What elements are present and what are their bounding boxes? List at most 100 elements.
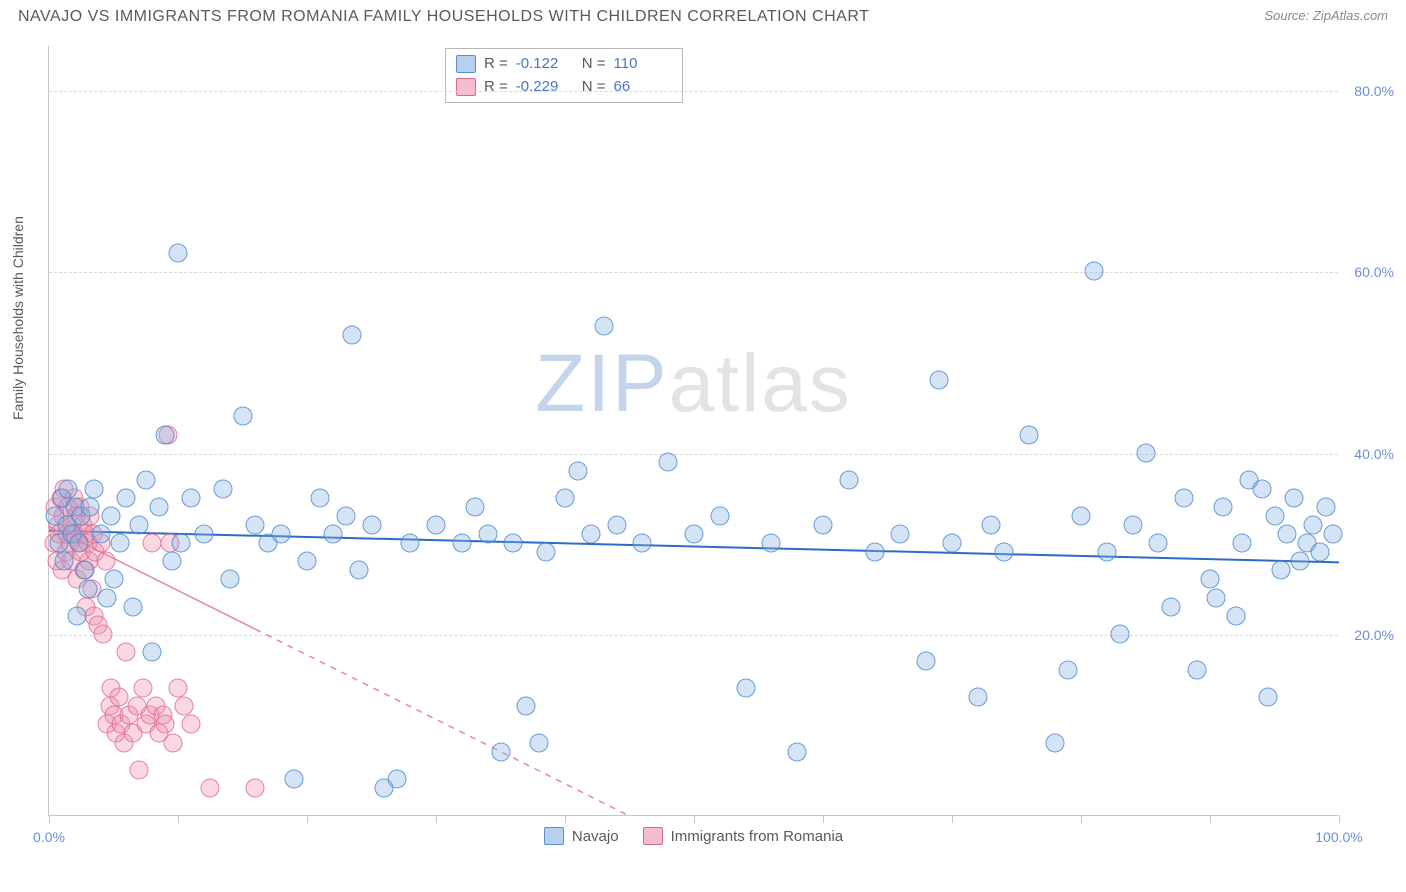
scatter-point-blue [517, 697, 536, 716]
r-value-blue: -0.122 [516, 53, 574, 76]
n-value-pink: 66 [614, 76, 672, 99]
scatter-point-blue [136, 470, 155, 489]
scatter-point-blue [1323, 525, 1342, 544]
x-tick [1081, 815, 1082, 823]
scatter-point-blue [685, 525, 704, 544]
scatter-point-blue [594, 316, 613, 335]
gridline [49, 91, 1338, 92]
scatter-point-blue [85, 479, 104, 498]
legend-item-pink: Immigrants from Romania [643, 827, 844, 845]
scatter-point-blue [78, 579, 97, 598]
scatter-point-blue [298, 552, 317, 571]
watermark-right: atlas [669, 338, 852, 429]
chart-container: Family Households with Children ZIPatlas… [0, 40, 1406, 892]
scatter-point-blue [981, 516, 1000, 535]
scatter-point-blue [220, 570, 239, 589]
scatter-point-pink [117, 642, 136, 661]
swatch-blue-icon [544, 827, 564, 845]
watermark-left: ZIP [535, 338, 669, 429]
x-tick-label: 0.0% [33, 829, 65, 845]
scatter-point-blue [1072, 507, 1091, 526]
gridline [49, 272, 1338, 273]
scatter-point-blue [1291, 552, 1310, 571]
trend-lines [49, 46, 1339, 816]
scatter-point-blue [1317, 498, 1336, 517]
scatter-point-blue [388, 769, 407, 788]
scatter-point-blue [839, 470, 858, 489]
scatter-point-blue [68, 606, 87, 625]
scatter-point-blue [710, 507, 729, 526]
r-value-pink: -0.229 [516, 76, 574, 99]
scatter-point-blue [556, 488, 575, 507]
x-tick [1210, 815, 1211, 823]
scatter-point-blue [130, 516, 149, 535]
scatter-point-pink [94, 624, 113, 643]
scatter-point-blue [272, 525, 291, 544]
scatter-point-blue [633, 534, 652, 553]
scatter-point-blue [214, 479, 233, 498]
scatter-point-blue [1188, 661, 1207, 680]
scatter-point-blue [1059, 661, 1078, 680]
correlation-row-pink: R = -0.229 N = 66 [456, 76, 672, 99]
scatter-point-pink [181, 715, 200, 734]
series-legend: Navajo Immigrants from Romania [49, 827, 1338, 845]
scatter-point-blue [55, 552, 74, 571]
scatter-point-blue [98, 588, 117, 607]
scatter-point-blue [1233, 534, 1252, 553]
scatter-point-blue [110, 534, 129, 553]
scatter-point-blue [536, 543, 555, 562]
scatter-point-blue [104, 570, 123, 589]
scatter-point-blue [194, 525, 213, 544]
scatter-point-blue [736, 679, 755, 698]
scatter-point-blue [156, 425, 175, 444]
scatter-point-blue [891, 525, 910, 544]
n-value-blue: 110 [614, 53, 672, 76]
x-tick [307, 815, 308, 823]
scatter-point-pink [109, 688, 128, 707]
scatter-point-pink [143, 534, 162, 553]
scatter-point-blue [943, 534, 962, 553]
scatter-point-blue [181, 488, 200, 507]
scatter-point-blue [968, 688, 987, 707]
x-tick [823, 815, 824, 823]
scatter-point-blue [362, 516, 381, 535]
scatter-point-pink [169, 679, 188, 698]
scatter-point-blue [814, 516, 833, 535]
scatter-point-blue [1097, 543, 1116, 562]
x-tick [49, 815, 50, 823]
scatter-point-blue [336, 507, 355, 526]
scatter-point-blue [1136, 443, 1155, 462]
scatter-point-blue [69, 534, 88, 553]
scatter-point-blue [310, 488, 329, 507]
scatter-point-blue [491, 742, 510, 761]
scatter-point-blue [427, 516, 446, 535]
scatter-point-blue [246, 516, 265, 535]
x-tick [952, 815, 953, 823]
scatter-point-blue [465, 498, 484, 517]
legend-label-pink: Immigrants from Romania [671, 828, 844, 845]
scatter-point-blue [1310, 543, 1329, 562]
scatter-point-blue [233, 407, 252, 426]
legend-label-blue: Navajo [572, 828, 619, 845]
scatter-point-blue [1207, 588, 1226, 607]
scatter-point-blue [1123, 516, 1142, 535]
scatter-point-blue [1252, 479, 1271, 498]
scatter-point-pink [96, 552, 115, 571]
scatter-point-blue [917, 652, 936, 671]
scatter-point-blue [994, 543, 1013, 562]
x-tick [1339, 815, 1340, 823]
scatter-point-blue [1278, 525, 1297, 544]
scatter-point-blue [171, 534, 190, 553]
scatter-point-blue [530, 733, 549, 752]
y-tick-label: 60.0% [1354, 264, 1394, 280]
scatter-point-blue [762, 534, 781, 553]
scatter-point-blue [1084, 262, 1103, 281]
scatter-point-blue [1201, 570, 1220, 589]
page-title: NAVAJO VS IMMIGRANTS FROM ROMANIA FAMILY… [18, 8, 869, 26]
scatter-plot: ZIPatlas R = -0.122 N = 110 R = -0.229 N… [48, 46, 1338, 816]
scatter-point-blue [1149, 534, 1168, 553]
scatter-point-pink [130, 760, 149, 779]
swatch-pink-icon [456, 78, 476, 96]
scatter-point-blue [865, 543, 884, 562]
scatter-point-pink [156, 715, 175, 734]
